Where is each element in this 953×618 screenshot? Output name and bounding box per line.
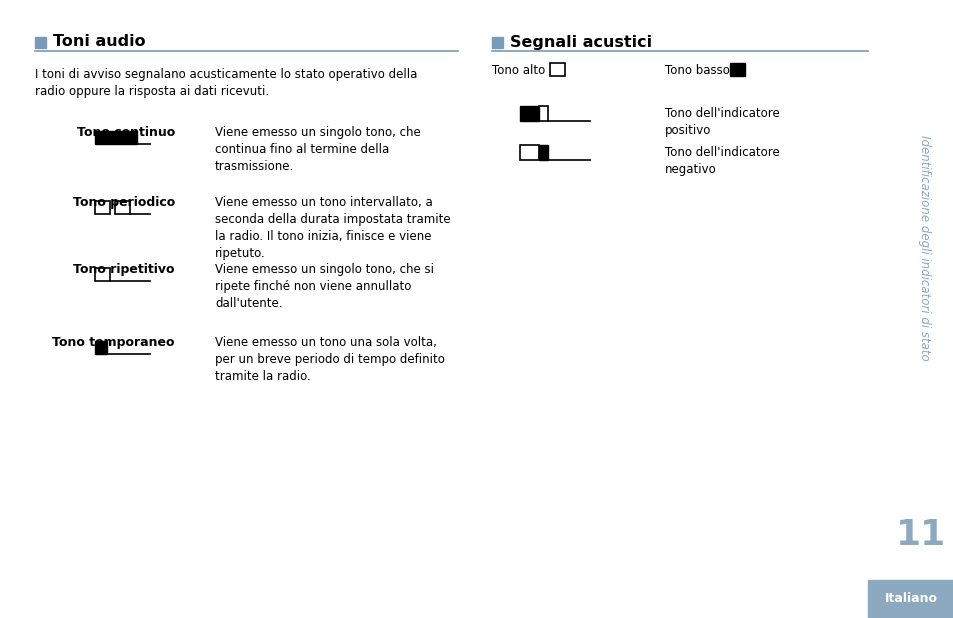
Bar bbox=[492, 36, 502, 48]
Text: Tono periodico: Tono periodico bbox=[72, 196, 174, 209]
Text: 11: 11 bbox=[895, 518, 945, 552]
Bar bbox=[95, 131, 137, 144]
Bar bbox=[729, 63, 744, 76]
Text: Tono basso: Tono basso bbox=[664, 64, 729, 77]
Text: Viene emesso un singolo tono, che si
ripete finché non viene annullato
dall'uten: Viene emesso un singolo tono, che si rip… bbox=[214, 263, 434, 310]
Text: Tono alto: Tono alto bbox=[492, 64, 545, 77]
Text: Tono temporaneo: Tono temporaneo bbox=[52, 336, 174, 349]
Text: Tono dell'indicatore
positivo: Tono dell'indicatore positivo bbox=[664, 107, 779, 137]
Text: Italiano: Italiano bbox=[883, 593, 937, 606]
Text: Tono continuo: Tono continuo bbox=[76, 126, 174, 139]
Bar bbox=[115, 201, 130, 214]
Text: Viene emesso un singolo tono, che
continua fino al termine della
trasmissione.: Viene emesso un singolo tono, che contin… bbox=[214, 126, 420, 173]
Text: Segnali acustici: Segnali acustici bbox=[510, 35, 652, 49]
Bar bbox=[95, 341, 107, 354]
Text: Viene emesso un tono intervallato, a
seconda della durata impostata tramite
la r: Viene emesso un tono intervallato, a sec… bbox=[214, 196, 450, 260]
Bar bbox=[867, 580, 953, 618]
Text: Viene emesso un tono una sola volta,
per un breve periodo di tempo definito
tram: Viene emesso un tono una sola volta, per… bbox=[214, 336, 444, 383]
Bar bbox=[550, 63, 564, 76]
Bar bbox=[519, 145, 538, 160]
Text: Tono ripetitivo: Tono ripetitivo bbox=[73, 263, 174, 276]
Bar bbox=[538, 106, 547, 121]
Text: Identificazione degli indicatori di stato: Identificazione degli indicatori di stat… bbox=[918, 135, 930, 361]
Bar bbox=[95, 268, 110, 281]
Bar bbox=[95, 201, 110, 214]
Bar bbox=[35, 36, 46, 48]
Text: I toni di avviso segnalano acusticamente lo stato operativo della
radio oppure l: I toni di avviso segnalano acusticamente… bbox=[35, 68, 417, 98]
Bar bbox=[519, 106, 538, 121]
Text: Tono dell'indicatore
negativo: Tono dell'indicatore negativo bbox=[664, 146, 779, 176]
Bar bbox=[538, 145, 547, 160]
Text: Toni audio: Toni audio bbox=[53, 35, 146, 49]
